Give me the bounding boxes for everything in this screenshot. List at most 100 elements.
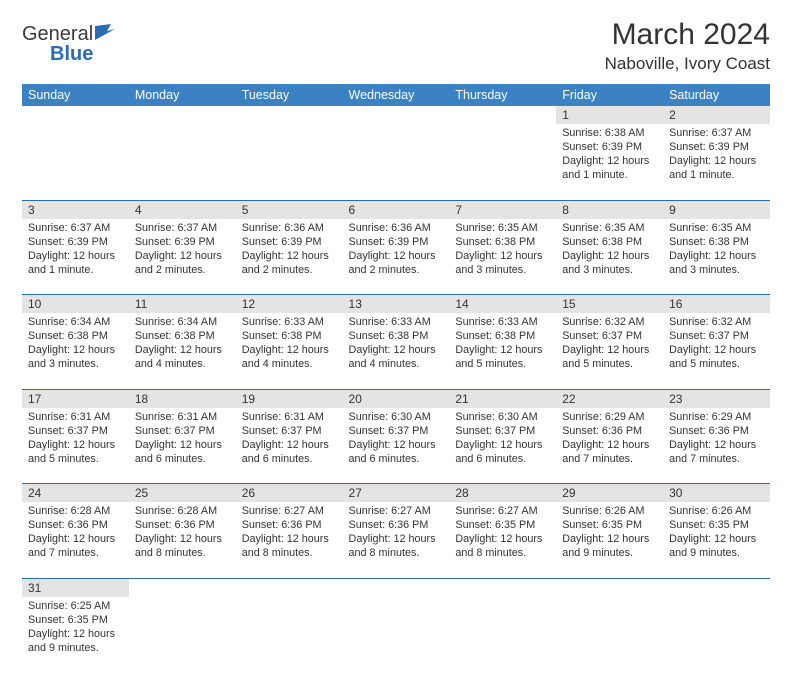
day-number-cell: 12	[236, 295, 343, 314]
day-number-cell: 19	[236, 389, 343, 408]
week-row: Sunrise: 6:31 AMSunset: 6:37 PMDaylight:…	[22, 408, 770, 484]
day-cell	[449, 597, 556, 673]
day-number-cell	[343, 106, 450, 124]
day-number-cell	[129, 106, 236, 124]
week-row: Sunrise: 6:25 AMSunset: 6:35 PMDaylight:…	[22, 597, 770, 673]
day-number-cell	[129, 578, 236, 597]
day-cell	[236, 124, 343, 200]
day-number-cell: 6	[343, 200, 450, 219]
day-number-cell: 13	[343, 295, 450, 314]
day-cell: Sunrise: 6:35 AMSunset: 6:38 PMDaylight:…	[556, 219, 663, 295]
day-details: Sunrise: 6:36 AMSunset: 6:39 PMDaylight:…	[236, 219, 343, 281]
day-number-cell: 23	[663, 389, 770, 408]
day-cell: Sunrise: 6:27 AMSunset: 6:36 PMDaylight:…	[236, 502, 343, 578]
page-title: March 2024	[605, 18, 770, 52]
logo-word-2: Blue	[22, 43, 93, 65]
day-cell: Sunrise: 6:30 AMSunset: 6:37 PMDaylight:…	[449, 408, 556, 484]
daynum-row: 3456789	[22, 200, 770, 219]
location-text: Naboville, Ivory Coast	[605, 54, 770, 74]
calendar-table: SundayMondayTuesdayWednesdayThursdayFrid…	[22, 84, 770, 673]
day-number-cell: 3	[22, 200, 129, 219]
day-cell	[556, 597, 663, 673]
day-number-cell: 14	[449, 295, 556, 314]
day-details: Sunrise: 6:25 AMSunset: 6:35 PMDaylight:…	[22, 597, 129, 659]
day-details: Sunrise: 6:28 AMSunset: 6:36 PMDaylight:…	[22, 502, 129, 564]
day-cell: Sunrise: 6:29 AMSunset: 6:36 PMDaylight:…	[556, 408, 663, 484]
day-number-cell: 10	[22, 295, 129, 314]
day-cell: Sunrise: 6:27 AMSunset: 6:35 PMDaylight:…	[449, 502, 556, 578]
day-details: Sunrise: 6:29 AMSunset: 6:36 PMDaylight:…	[556, 408, 663, 470]
day-number-cell	[556, 578, 663, 597]
week-row: Sunrise: 6:38 AMSunset: 6:39 PMDaylight:…	[22, 124, 770, 200]
logo-word-1: General	[22, 23, 93, 45]
day-cell: Sunrise: 6:25 AMSunset: 6:35 PMDaylight:…	[22, 597, 129, 673]
day-details: Sunrise: 6:38 AMSunset: 6:39 PMDaylight:…	[556, 124, 663, 186]
day-number-cell: 8	[556, 200, 663, 219]
day-number-cell: 22	[556, 389, 663, 408]
day-number-cell: 16	[663, 295, 770, 314]
day-cell: Sunrise: 6:28 AMSunset: 6:36 PMDaylight:…	[22, 502, 129, 578]
day-cell: Sunrise: 6:30 AMSunset: 6:37 PMDaylight:…	[343, 408, 450, 484]
day-cell: Sunrise: 6:31 AMSunset: 6:37 PMDaylight:…	[129, 408, 236, 484]
day-number-cell: 4	[129, 200, 236, 219]
day-details: Sunrise: 6:29 AMSunset: 6:36 PMDaylight:…	[663, 408, 770, 470]
day-number-cell: 31	[22, 578, 129, 597]
day-details: Sunrise: 6:27 AMSunset: 6:36 PMDaylight:…	[343, 502, 450, 564]
daynum-row: 10111213141516	[22, 295, 770, 314]
day-cell: Sunrise: 6:36 AMSunset: 6:39 PMDaylight:…	[343, 219, 450, 295]
day-details: Sunrise: 6:35 AMSunset: 6:38 PMDaylight:…	[449, 219, 556, 281]
weekday-header: Monday	[129, 84, 236, 106]
day-cell	[343, 597, 450, 673]
logo-text: General Blue	[22, 24, 117, 64]
day-number-cell	[236, 106, 343, 124]
day-details: Sunrise: 6:37 AMSunset: 6:39 PMDaylight:…	[663, 124, 770, 186]
day-number-cell: 29	[556, 484, 663, 503]
daynum-row: 24252627282930	[22, 484, 770, 503]
day-number-cell: 20	[343, 389, 450, 408]
day-number-cell	[236, 578, 343, 597]
day-number-cell: 7	[449, 200, 556, 219]
week-row: Sunrise: 6:34 AMSunset: 6:38 PMDaylight:…	[22, 313, 770, 389]
weekday-header: Thursday	[449, 84, 556, 106]
day-details: Sunrise: 6:33 AMSunset: 6:38 PMDaylight:…	[236, 313, 343, 375]
day-cell	[22, 124, 129, 200]
day-cell: Sunrise: 6:37 AMSunset: 6:39 PMDaylight:…	[663, 124, 770, 200]
day-cell	[343, 124, 450, 200]
header: General Blue March 2024 Naboville, Ivory…	[22, 18, 770, 74]
day-details: Sunrise: 6:28 AMSunset: 6:36 PMDaylight:…	[129, 502, 236, 564]
day-number-cell	[449, 578, 556, 597]
day-cell: Sunrise: 6:37 AMSunset: 6:39 PMDaylight:…	[22, 219, 129, 295]
weekday-header: Saturday	[663, 84, 770, 106]
day-number-cell: 1	[556, 106, 663, 124]
day-number-cell	[22, 106, 129, 124]
day-details: Sunrise: 6:30 AMSunset: 6:37 PMDaylight:…	[449, 408, 556, 470]
day-cell	[663, 597, 770, 673]
day-details: Sunrise: 6:26 AMSunset: 6:35 PMDaylight:…	[556, 502, 663, 564]
day-details: Sunrise: 6:36 AMSunset: 6:39 PMDaylight:…	[343, 219, 450, 281]
day-cell: Sunrise: 6:32 AMSunset: 6:37 PMDaylight:…	[663, 313, 770, 389]
day-details: Sunrise: 6:33 AMSunset: 6:38 PMDaylight:…	[343, 313, 450, 375]
day-cell: Sunrise: 6:27 AMSunset: 6:36 PMDaylight:…	[343, 502, 450, 578]
day-cell: Sunrise: 6:33 AMSunset: 6:38 PMDaylight:…	[236, 313, 343, 389]
title-block: March 2024 Naboville, Ivory Coast	[605, 18, 770, 74]
day-details: Sunrise: 6:27 AMSunset: 6:36 PMDaylight:…	[236, 502, 343, 564]
weekday-header: Wednesday	[343, 84, 450, 106]
day-cell: Sunrise: 6:34 AMSunset: 6:38 PMDaylight:…	[129, 313, 236, 389]
day-number-cell: 2	[663, 106, 770, 124]
day-details: Sunrise: 6:37 AMSunset: 6:39 PMDaylight:…	[22, 219, 129, 281]
day-number-cell: 25	[129, 484, 236, 503]
day-cell: Sunrise: 6:36 AMSunset: 6:39 PMDaylight:…	[236, 219, 343, 295]
day-number-cell: 26	[236, 484, 343, 503]
day-cell: Sunrise: 6:31 AMSunset: 6:37 PMDaylight:…	[22, 408, 129, 484]
logo: General Blue	[22, 18, 117, 64]
day-number-cell	[343, 578, 450, 597]
day-details: Sunrise: 6:26 AMSunset: 6:35 PMDaylight:…	[663, 502, 770, 564]
day-number-cell: 21	[449, 389, 556, 408]
day-cell: Sunrise: 6:38 AMSunset: 6:39 PMDaylight:…	[556, 124, 663, 200]
day-details: Sunrise: 6:35 AMSunset: 6:38 PMDaylight:…	[663, 219, 770, 281]
day-details: Sunrise: 6:33 AMSunset: 6:38 PMDaylight:…	[449, 313, 556, 375]
day-number-cell: 15	[556, 295, 663, 314]
daynum-row: 12	[22, 106, 770, 124]
day-cell: Sunrise: 6:34 AMSunset: 6:38 PMDaylight:…	[22, 313, 129, 389]
day-cell	[129, 124, 236, 200]
